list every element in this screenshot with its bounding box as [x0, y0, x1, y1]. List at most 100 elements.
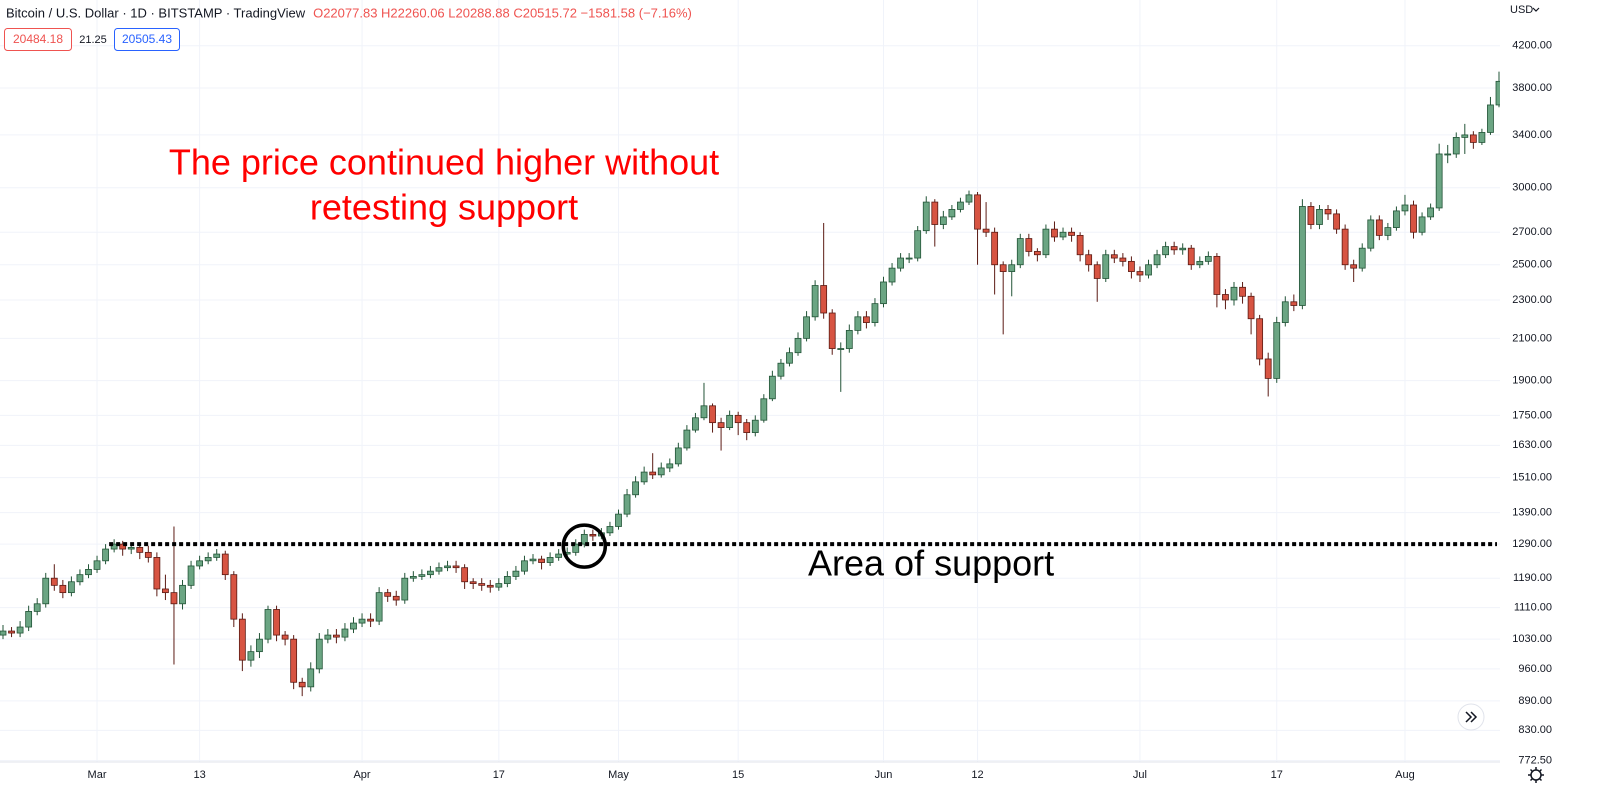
settings-teeth[interactable]: [1528, 767, 1544, 783]
candle-body: [0, 630, 7, 636]
candle-body: [880, 281, 887, 305]
candle-body: [1145, 264, 1152, 276]
candle-body: [871, 303, 879, 323]
candle-body: [469, 581, 477, 584]
candle-body: [1316, 209, 1323, 225]
candle-body: [657, 467, 665, 476]
ohlc-values: O22077.83 H22260.06 L20288.88 C20515.72 …: [313, 5, 692, 20]
candle-body: [392, 595, 400, 601]
currency-label[interactable]: USD: [1510, 4, 1533, 16]
candle-body: [273, 609, 280, 636]
x-tick-label: 17: [493, 769, 505, 781]
y-tick-label: 3000.00: [1512, 182, 1552, 194]
candle-body: [1478, 132, 1486, 143]
chart-title: Bitcoin / U.S. Dollar · 1D · BITSTAMP · …: [6, 5, 306, 20]
candle-body: [213, 553, 221, 558]
bid-price[interactable]: 20484.18: [13, 32, 63, 46]
y-tick-label: 890.00: [1518, 695, 1552, 707]
candle-body: [1384, 227, 1392, 236]
candle-body: [982, 228, 990, 233]
candle-body: [1196, 260, 1204, 266]
candle-body: [1418, 216, 1426, 233]
candle-body: [803, 316, 810, 339]
candle-body: [290, 638, 298, 683]
candle-body: [615, 513, 622, 527]
candle-body: [427, 570, 434, 576]
candle-body: [726, 414, 734, 428]
candle-body: [127, 547, 135, 550]
candle-body: [1469, 134, 1477, 143]
y-tick-label: 960.00: [1518, 663, 1552, 675]
ask-box[interactable]: [114, 28, 180, 51]
candle-body: [555, 553, 563, 558]
candle-body: [1136, 271, 1144, 276]
candle-body: [1264, 358, 1272, 379]
candle-body: [119, 543, 127, 550]
candle-body: [435, 567, 443, 572]
candle-body: [162, 588, 169, 594]
candle-body: [110, 543, 118, 550]
candle-body: [102, 548, 109, 562]
candle-body: [76, 574, 84, 583]
candle-body: [1461, 134, 1469, 138]
candle-body: [1213, 255, 1221, 295]
candle-body: [486, 584, 494, 588]
candle-body: [1119, 257, 1127, 262]
candle-body: [1307, 206, 1315, 225]
candle-body: [854, 316, 862, 331]
candle-body: [503, 576, 511, 584]
candle-body: [495, 583, 503, 588]
candle-body: [170, 592, 178, 605]
candle-body: [888, 267, 896, 283]
candle-body: [444, 565, 451, 569]
candle-body: [948, 209, 956, 218]
candle-body: [1367, 219, 1375, 249]
candle-body: [187, 565, 195, 586]
candle-body: [221, 553, 229, 576]
settings-icon[interactable]: [1528, 767, 1544, 783]
candle-body: [1008, 264, 1016, 272]
candle-body: [230, 574, 238, 620]
candle-body: [683, 429, 691, 449]
candle-body: [674, 447, 682, 465]
candle-body: [196, 560, 204, 567]
candle-body: [1341, 228, 1349, 266]
candle-body: [734, 414, 742, 424]
y-tick-label: 1900.00: [1512, 375, 1552, 387]
y-tick-label: 1290.00: [1512, 538, 1552, 550]
grid: [0, 0, 1500, 762]
candle-body: [649, 471, 657, 476]
candle-body: [965, 194, 973, 203]
candle-body: [589, 534, 597, 537]
annotation-text: retesting support: [310, 187, 578, 228]
scroll-icon[interactable]: [1465, 711, 1478, 723]
candle-body: [1273, 322, 1281, 379]
candle-body: [572, 543, 580, 553]
annotation-text: The price continued higher without: [169, 142, 719, 183]
candle-body: [1324, 209, 1332, 215]
candle-body: [863, 316, 870, 323]
currency-caret[interactable]: [1532, 7, 1540, 12]
x-tick-label: Mar: [88, 769, 107, 781]
support-label: Area of support: [808, 543, 1054, 584]
candle-body: [580, 534, 588, 545]
x-tick-label: Jun: [875, 769, 893, 781]
candle-body: [957, 201, 964, 210]
candle-body: [786, 352, 793, 364]
candle-body: [1068, 231, 1075, 236]
candle-body: [281, 634, 289, 640]
x-tick-label: 17: [1271, 769, 1283, 781]
candle-body: [1333, 213, 1340, 230]
y-tick-label: 1630.00: [1512, 439, 1552, 451]
ask-price[interactable]: 20505.43: [122, 32, 172, 46]
candle-body: [367, 618, 374, 622]
y-tick-label: 830.00: [1518, 724, 1552, 736]
candle-body: [768, 375, 776, 400]
candle-body: [144, 551, 152, 558]
candle-body: [529, 558, 537, 562]
candle-body: [1162, 246, 1169, 256]
candle-body: [264, 609, 272, 640]
bid-box[interactable]: [4, 28, 72, 51]
